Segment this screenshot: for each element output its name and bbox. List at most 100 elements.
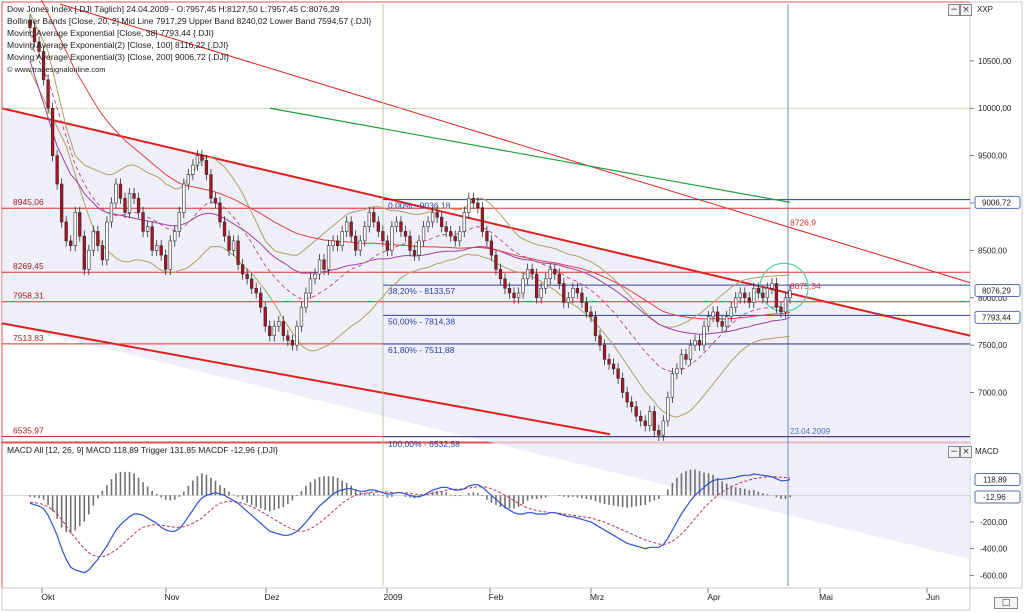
candle[interactable]	[231, 240, 236, 251]
candle[interactable]	[277, 321, 281, 327]
candle[interactable]	[430, 212, 435, 223]
channel-upper-line[interactable]	[1, 107, 971, 337]
candle[interactable]	[783, 297, 788, 313]
candle[interactable]	[675, 368, 679, 374]
candle[interactable]	[145, 226, 150, 232]
candle[interactable]	[575, 287, 580, 294]
candle[interactable]	[268, 325, 272, 336]
candle[interactable]	[213, 197, 218, 204]
candle[interactable]	[250, 278, 254, 289]
candle[interactable]	[620, 378, 625, 393]
candle[interactable]	[41, 51, 46, 81]
candle[interactable]	[32, 27, 37, 43]
candle[interactable]	[28, 19, 32, 28]
candle[interactable]	[286, 335, 290, 341]
candle[interactable]	[245, 273, 249, 280]
candle[interactable]	[476, 202, 480, 209]
resize-icon[interactable]: □	[994, 597, 1018, 609]
candle[interactable]	[752, 287, 756, 303]
candle[interactable]	[254, 287, 258, 294]
candle[interactable]	[688, 344, 693, 360]
candle[interactable]	[779, 306, 783, 313]
candle[interactable]	[607, 359, 611, 365]
candle[interactable]	[69, 240, 73, 246]
candle[interactable]	[304, 292, 308, 308]
candle[interactable]	[322, 259, 326, 270]
candle[interactable]	[331, 240, 335, 246]
candle[interactable]	[109, 202, 114, 223]
candle[interactable]	[91, 231, 95, 251]
candle[interactable]	[729, 306, 733, 318]
candle[interactable]	[774, 283, 779, 308]
candle[interactable]	[209, 174, 213, 199]
candle[interactable]	[317, 259, 322, 275]
candle[interactable]	[544, 278, 548, 289]
candle[interactable]	[453, 235, 457, 242]
candle[interactable]	[164, 254, 168, 270]
candle[interactable]	[363, 226, 367, 242]
candle[interactable]	[485, 231, 489, 242]
candle[interactable]	[507, 287, 512, 294]
candle[interactable]	[571, 287, 575, 299]
candle[interactable]	[295, 325, 299, 346]
candle[interactable]	[702, 325, 706, 346]
candle[interactable]	[236, 240, 240, 265]
candle[interactable]	[743, 292, 747, 299]
candle[interactable]	[127, 193, 132, 213]
candle[interactable]	[313, 273, 317, 280]
candle[interactable]	[281, 321, 285, 336]
candle[interactable]	[666, 396, 670, 422]
candle[interactable]	[462, 212, 466, 232]
candle[interactable]	[141, 212, 145, 232]
candle[interactable]	[747, 297, 751, 303]
candle[interactable]	[177, 212, 181, 232]
candle[interactable]	[684, 354, 688, 360]
candle[interactable]	[630, 401, 634, 408]
candle[interactable]	[136, 197, 141, 213]
candle[interactable]	[706, 316, 711, 327]
candle[interactable]	[358, 240, 362, 251]
candle[interactable]	[272, 325, 276, 336]
candle[interactable]	[625, 392, 629, 403]
candle[interactable]	[349, 221, 353, 237]
candle[interactable]	[259, 292, 263, 308]
candle[interactable]	[548, 269, 552, 280]
candle[interactable]	[191, 164, 195, 175]
candle[interactable]	[602, 344, 607, 360]
candle[interactable]	[480, 207, 485, 232]
candle[interactable]	[444, 226, 448, 232]
channel-lower-line[interactable]	[1, 322, 611, 436]
candle[interactable]	[435, 212, 439, 218]
candle[interactable]	[720, 321, 724, 327]
candle[interactable]	[390, 226, 394, 251]
candle[interactable]	[471, 197, 475, 204]
candle[interactable]	[326, 245, 331, 270]
candle[interactable]	[489, 240, 494, 256]
candle[interactable]	[64, 221, 68, 242]
candle[interactable]	[367, 212, 371, 227]
candle[interactable]	[354, 235, 358, 251]
candle[interactable]	[657, 430, 661, 436]
candle[interactable]	[173, 231, 177, 242]
candle[interactable]	[566, 297, 570, 303]
candle[interactable]	[335, 240, 340, 246]
candle[interactable]	[765, 287, 770, 299]
candle[interactable]	[46, 79, 50, 109]
candle[interactable]	[652, 411, 656, 431]
candle[interactable]	[634, 406, 638, 417]
candle[interactable]	[788, 290, 792, 299]
candle[interactable]	[539, 287, 543, 299]
candle[interactable]	[467, 197, 471, 213]
candle[interactable]	[616, 368, 620, 379]
candle[interactable]	[37, 41, 41, 52]
candle[interactable]	[458, 231, 462, 242]
candle[interactable]	[240, 264, 245, 275]
candle[interactable]	[308, 278, 313, 294]
candle[interactable]	[598, 335, 602, 346]
candle[interactable]	[535, 273, 539, 299]
candle[interactable]	[222, 221, 227, 237]
candle[interactable]	[204, 160, 209, 175]
candle[interactable]	[589, 311, 593, 318]
candle[interactable]	[503, 278, 507, 289]
candle[interactable]	[150, 226, 154, 251]
